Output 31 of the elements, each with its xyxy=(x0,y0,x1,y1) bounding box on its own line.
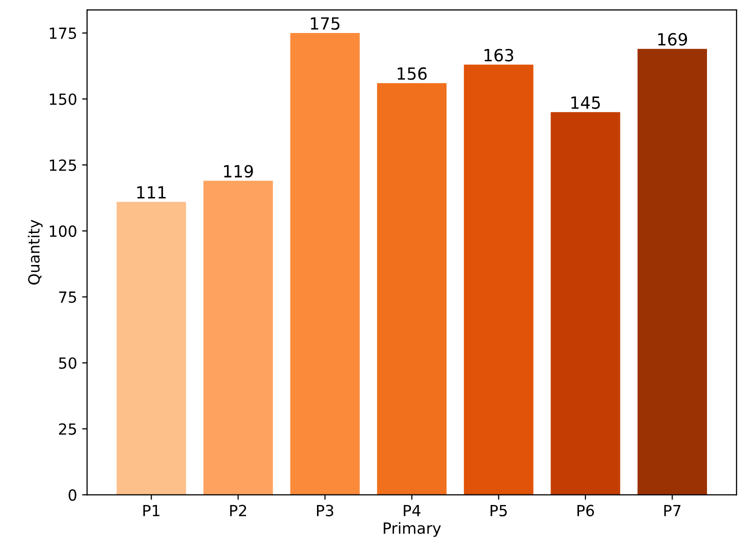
x-tick-label: P1 xyxy=(143,504,160,516)
bar xyxy=(203,180,273,495)
x-tick-label: P7 xyxy=(664,504,680,516)
y-tick-label: 25 xyxy=(59,423,76,435)
x-tick-label: P6 xyxy=(577,504,594,516)
y-axis-title: Quantity xyxy=(28,220,43,285)
data-label: 145 xyxy=(571,96,600,109)
bar xyxy=(377,83,447,495)
bar xyxy=(290,33,360,495)
data-label: 119 xyxy=(224,164,253,178)
y-tick-label: 175 xyxy=(50,28,76,40)
bar xyxy=(116,202,186,495)
x-tick-label: P2 xyxy=(230,504,246,516)
bar xyxy=(464,64,534,495)
data-label: 111 xyxy=(137,186,166,198)
x-tick-label: P4 xyxy=(404,504,420,516)
x-tick-label: P3 xyxy=(317,504,334,516)
y-tick-label: 100 xyxy=(50,225,76,237)
y-tick-label: 0 xyxy=(68,489,76,501)
data-label: 163 xyxy=(484,48,514,62)
y-tick-label: 50 xyxy=(59,357,76,369)
data-label: 156 xyxy=(398,67,427,80)
y-tick-label: 150 xyxy=(50,93,76,105)
bar xyxy=(638,48,708,495)
y-tick-label: 75 xyxy=(59,292,76,303)
y-tick-label: 125 xyxy=(50,159,76,171)
x-axis-title: Primary xyxy=(384,522,441,537)
data-label: 175 xyxy=(310,17,340,30)
data-label: 169 xyxy=(658,33,688,46)
x-tick-label: P5 xyxy=(490,504,507,516)
bar xyxy=(550,112,620,495)
